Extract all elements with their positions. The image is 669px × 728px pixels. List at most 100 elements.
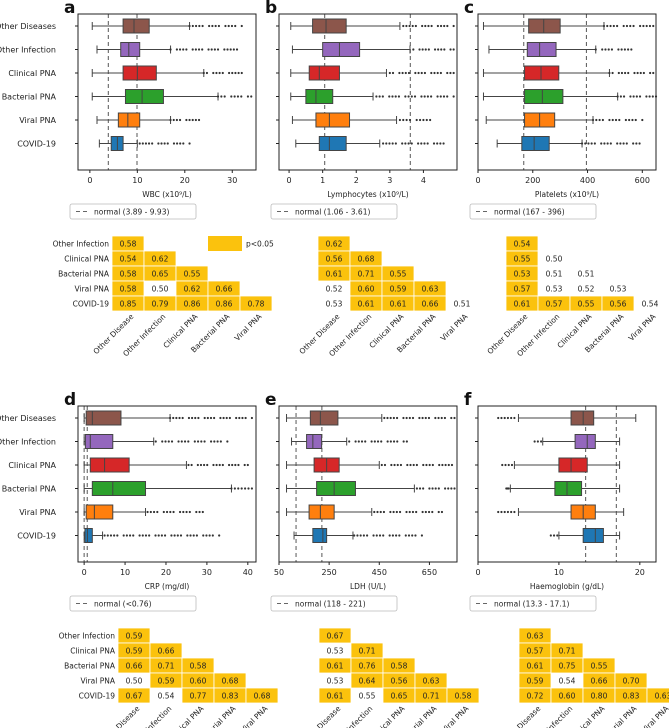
outlier-point [452, 48, 455, 51]
outlier-point [213, 440, 216, 443]
outlier-point [196, 463, 199, 467]
outlier-point [241, 416, 244, 420]
x-axis-label: Lymphocytes (x10⁹/L) [327, 190, 408, 199]
box-other-diseases [497, 410, 637, 426]
outlier-point [426, 95, 429, 98]
outlier-point [446, 95, 449, 98]
p-value-cell: 0.54 [120, 255, 137, 264]
x-tick-label: 10 [120, 568, 130, 577]
p-value-cell: 0.62 [326, 240, 343, 249]
outlier-point [606, 142, 609, 145]
outlier-point [602, 24, 606, 28]
x-axis-label: CRP (mg/dl) [145, 582, 190, 591]
outlier-point [431, 463, 434, 467]
p-value-cell: 0.63 [422, 285, 439, 294]
outlier-point [202, 463, 206, 467]
outlier-point [497, 510, 500, 514]
outlier-point [611, 71, 614, 75]
outlier-point [411, 534, 414, 537]
outlier-point [503, 416, 506, 420]
box-bacterial-pna [83, 481, 254, 496]
outlier-point [189, 534, 192, 537]
outlier-point [247, 487, 250, 490]
significant-cell [318, 627, 352, 644]
outlier-point [453, 416, 456, 420]
outlier-point [376, 510, 379, 514]
x-tick-label: 0 [87, 176, 92, 185]
outlier-point [614, 118, 618, 122]
outlier-point [208, 24, 211, 28]
outlier-point [418, 48, 421, 51]
x-tick-label: 0 [475, 176, 480, 185]
p-value-cell: 0.61 [390, 300, 407, 309]
outlier-point [109, 534, 113, 537]
outlier-point [507, 463, 510, 467]
outlier-point [402, 24, 405, 28]
outlier-point [178, 118, 182, 122]
box-iqr [570, 410, 595, 426]
box-other-infection [83, 434, 229, 449]
outlier-point [103, 534, 106, 537]
outlier-point [250, 487, 254, 490]
p-value-cell: 0.70 [623, 677, 640, 686]
matrix-row-label: Clinical PNA [64, 255, 110, 264]
outlier-point [625, 142, 628, 145]
outlier-point [194, 48, 197, 51]
outlier-point [231, 71, 234, 75]
outlier-point [218, 71, 221, 75]
outlier-point [635, 95, 638, 98]
box-other-diseases [482, 18, 655, 34]
p-value-cell: 0.57 [546, 300, 563, 309]
matrix-col-label: Viral PNA [439, 311, 470, 342]
outlier-point [593, 142, 596, 145]
outlier-point [418, 118, 422, 122]
p-value-cell: 0.53 [327, 647, 344, 656]
outlier-point [421, 510, 424, 514]
outlier-point [402, 440, 405, 443]
box-other-infection [96, 42, 239, 57]
outlier-point [144, 534, 148, 537]
outlier-point [388, 142, 391, 145]
matrix-row-label: COVID-19 [79, 692, 116, 701]
outlier-point [389, 440, 392, 443]
outlier-point [216, 440, 219, 443]
outlier-point [608, 118, 611, 122]
outlier-point [233, 487, 236, 490]
outlier-point [383, 416, 386, 420]
outlier-point [411, 510, 415, 514]
outlier-point [404, 534, 407, 537]
outlier-point [169, 510, 172, 514]
panel-b: b 0 1 2 3 4 Lymphocytes (x10⁹/L) normal (1.06 -… [265, 0, 471, 358]
outlier-point [433, 71, 436, 75]
box-iqr [574, 434, 596, 449]
outlier-point [193, 440, 196, 443]
box-clinical-pna [501, 457, 621, 473]
outlier-point [378, 534, 382, 537]
outlier-point [437, 48, 440, 51]
outlier-point [182, 142, 185, 145]
x-tick-label: 2 [354, 176, 359, 185]
outlier-point [598, 118, 601, 122]
box-iqr [309, 410, 339, 426]
outlier-point [639, 71, 642, 75]
outlier-point [411, 416, 415, 420]
matrix-col-label: Clinical PNA [568, 703, 607, 728]
outlier-point [402, 416, 405, 420]
outlier-point [398, 534, 401, 537]
outlier-point [180, 440, 183, 443]
outlier-point [191, 118, 194, 122]
p-value-cell: 0.50 [546, 255, 563, 264]
box-other-infection [291, 434, 408, 449]
axes-frame [477, 13, 657, 171]
significant-cell [446, 687, 480, 704]
matrix-row-label: Viral PNA [81, 677, 116, 686]
outlier-point [612, 24, 615, 28]
p-value-matrix: 0.67 0.53 0.71 0.61 0.76 0.58 0.53 0.64 0.56 0.63… [298, 627, 480, 728]
outlier-point [618, 118, 621, 122]
legend-box [469, 203, 597, 220]
outlier-point [628, 118, 631, 122]
outlier-point [409, 463, 412, 467]
outlier-point [438, 463, 441, 467]
matrix-col-label: Viral PNA [440, 703, 471, 728]
box-viral-pna [485, 112, 644, 128]
